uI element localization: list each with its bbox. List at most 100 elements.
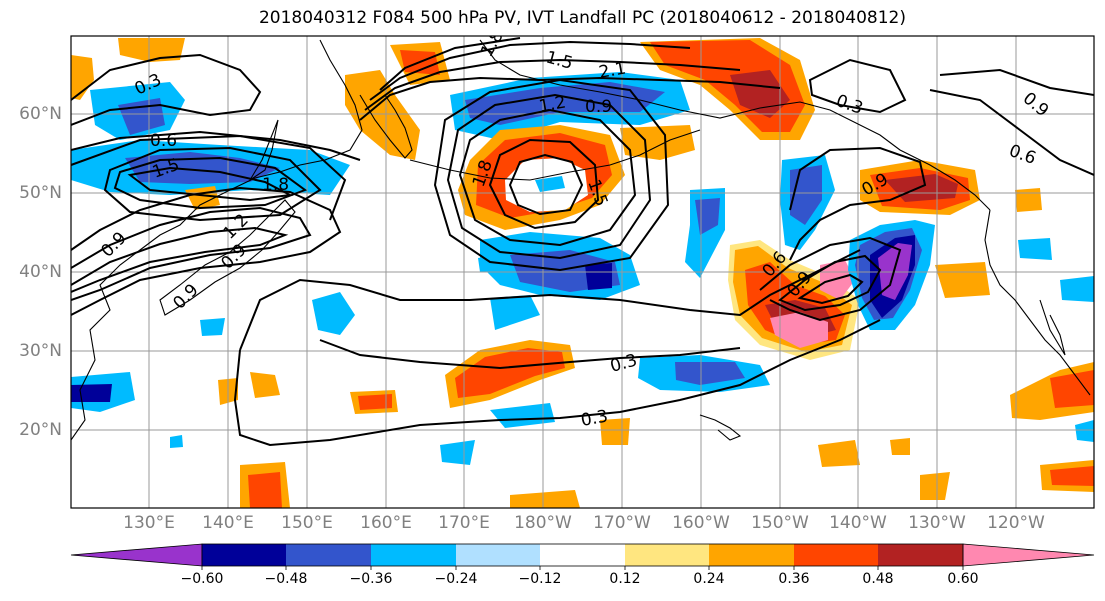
coast-asia	[71, 39, 363, 441]
colorbar-segment	[202, 544, 286, 566]
contour-0.3	[233, 319, 881, 447]
shade-positive	[890, 438, 910, 455]
shade-negative	[200, 318, 225, 336]
shade-positive	[820, 260, 855, 300]
shade-negative	[490, 295, 540, 330]
contour-0.9	[71, 134, 347, 221]
lon-label: 160°W	[672, 513, 730, 533]
shade-positive	[935, 262, 990, 298]
map-frame	[70, 35, 1095, 509]
contour-0.9	[71, 186, 342, 316]
coast-hawaii	[699, 414, 742, 441]
shade-positive	[920, 472, 950, 500]
shade-positive	[770, 312, 828, 348]
colorbar-tick-label: −0.60	[180, 571, 224, 587]
colorbar-segment	[540, 544, 625, 566]
lon-label: 150°E	[281, 513, 333, 533]
shade-positive	[118, 38, 185, 62]
contour-label: 2.1	[597, 59, 627, 83]
contour-label: 1.8	[262, 175, 289, 195]
lon-label: 130°E	[123, 513, 175, 533]
colorbar-segment	[625, 544, 709, 566]
coast-aleutians	[409, 129, 701, 181]
contour-label: 1.2	[537, 93, 567, 117]
colorbar-tick-label: 0.36	[778, 571, 810, 587]
shade-negative	[1060, 276, 1094, 302]
contour-1.2	[71, 206, 312, 301]
colorbar-tick-label: 0.48	[862, 571, 894, 587]
coast-baja	[1039, 299, 1066, 356]
coast-japan	[159, 199, 296, 316]
colorbar-extend-high	[962, 543, 1095, 567]
contour-0.9	[939, 68, 1094, 96]
lon-label: 140°E	[202, 513, 254, 533]
shade-positive	[358, 394, 392, 410]
colorbar-tick-label: −0.48	[264, 571, 308, 587]
contour-1.2	[797, 273, 864, 305]
contour-1.5	[71, 226, 289, 293]
colorbar-segment	[371, 544, 456, 566]
shade-negative	[440, 440, 475, 465]
lat-label: 20°N	[19, 420, 62, 440]
shade-negative	[675, 362, 745, 385]
shade-negative	[478, 255, 502, 272]
map-title: 2018040312 F084 500 hPa PV, IVT Landfall…	[258, 8, 906, 28]
lon-label: 120°W	[987, 513, 1045, 533]
shade-positive	[455, 348, 565, 398]
shade-positive	[1050, 370, 1094, 408]
colorbar	[70, 543, 1095, 570]
contour-1.8	[488, 138, 600, 230]
lat-label: 40°N	[19, 262, 62, 282]
colorbar-extend-low	[70, 543, 203, 567]
shade-negative	[71, 384, 112, 402]
shade-positive	[71, 55, 94, 100]
shade-positive	[510, 490, 580, 508]
coastlines	[71, 39, 1091, 441]
contour-0.3	[71, 53, 262, 126]
contour-0.3	[239, 249, 861, 351]
coast-na-west	[984, 209, 1091, 396]
coast-sakhalin	[249, 119, 279, 181]
shade-negative	[170, 435, 183, 448]
contour-label: 0.6	[150, 131, 177, 151]
lon-label: 180°W	[514, 513, 572, 533]
contour-1.5	[458, 108, 637, 247]
pv-contours	[71, 37, 1094, 447]
shade-negative	[585, 263, 612, 290]
shade-positive	[1050, 466, 1094, 486]
coast-alaska	[479, 39, 991, 211]
contour-0.6	[789, 146, 927, 261]
colorbar-tick-label: 0.12	[609, 571, 641, 587]
shade-positive	[345, 70, 420, 160]
contour-0.6	[929, 89, 1094, 176]
lon-label: 140°W	[829, 513, 887, 533]
contour-1.5	[364, 58, 741, 111]
contour-1.2	[103, 146, 322, 222]
shade-negative	[1075, 420, 1094, 442]
shade-positive	[1015, 188, 1042, 212]
lon-label: 160°E	[360, 513, 412, 533]
contour-1.2	[446, 93, 652, 260]
lon-label: 170°E	[438, 513, 490, 533]
contour-1.2	[359, 76, 781, 121]
contour-label: 0.9	[585, 97, 612, 117]
lon-label: 170°W	[593, 513, 651, 533]
contour-1.8	[369, 40, 691, 101]
contour-0.3	[319, 339, 741, 370]
colorbar-tick-label: 0.24	[693, 571, 725, 587]
shade-positive	[818, 440, 860, 467]
shade-negative	[1018, 238, 1052, 260]
contour-0.9	[778, 254, 882, 312]
lat-label: 60°N	[19, 104, 62, 124]
contour-0.9	[433, 78, 670, 272]
colorbar-tick-label: −0.24	[434, 571, 478, 587]
contour-label: 0.3	[579, 407, 609, 431]
colorbar-segment	[709, 544, 794, 566]
lon-label: 130°W	[908, 513, 966, 533]
coast-kamchatka	[359, 94, 413, 159]
shade-negative	[490, 403, 555, 428]
shade-positive	[248, 472, 282, 508]
colorbar-segment	[286, 544, 371, 566]
lon-label: 150°W	[751, 513, 809, 533]
